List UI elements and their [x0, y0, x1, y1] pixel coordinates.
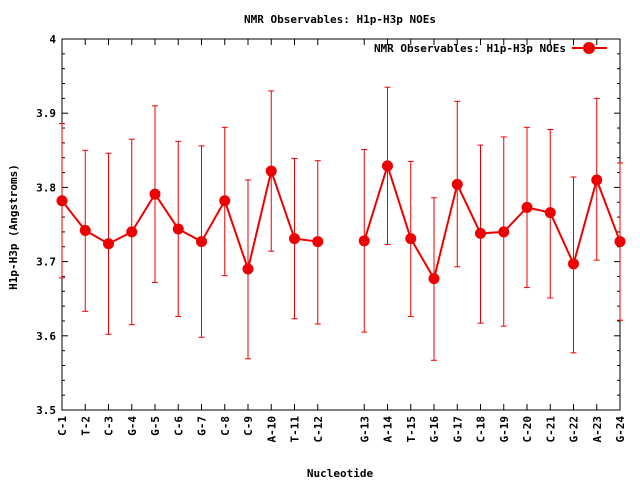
plot-border — [61, 38, 621, 411]
data-point — [149, 188, 161, 200]
x-axis-label: Nucleotide — [307, 467, 374, 480]
data-point — [428, 273, 440, 285]
y-tick-label: 3.5 — [36, 404, 56, 417]
data-point — [126, 226, 138, 238]
data-point — [196, 236, 207, 248]
data-point — [568, 258, 579, 270]
data-point — [382, 160, 393, 172]
data-point — [312, 236, 324, 248]
data-point — [172, 223, 184, 235]
series-line — [363, 162, 621, 282]
y-tick-label: 3.8 — [36, 181, 56, 194]
x-axis-ticks: C-1 T-2 C-3 G-4 G-5 C-6 G-7 C-8 C-9 A-10 T-11 C-12 G… — [56, 39, 627, 443]
x-tick-label: G-17 — [451, 416, 464, 443]
x-tick-label: C-12 — [312, 416, 325, 443]
x-tick-label: G-4 — [126, 416, 139, 436]
data-point — [591, 174, 603, 186]
x-tick-label: A-23 — [591, 416, 604, 443]
x-tick-label: C-6 — [172, 416, 185, 436]
y-axis-label: H1p-H3p (Angstroms) — [7, 164, 20, 290]
data-point — [544, 207, 556, 219]
data-point — [56, 195, 68, 207]
y-tick-label: 3.7 — [36, 256, 56, 269]
data-point — [614, 236, 626, 248]
x-tick-label: G-13 — [358, 416, 371, 443]
x-tick-label: G-16 — [428, 416, 441, 443]
data-point — [451, 178, 463, 190]
x-tick-label: A-10 — [265, 416, 278, 443]
x-tick-label: G-5 — [149, 416, 162, 436]
chart-title: NMR Observables: H1p-H3p NOEs — [244, 13, 436, 26]
series-line — [61, 167, 318, 273]
series-lines — [61, 162, 621, 282]
x-tick-label: A-14 — [382, 416, 395, 443]
data-point — [242, 263, 254, 275]
y-axis-ticks: 3.5 3.6 3.7 3.8 3.9 4 — [36, 33, 620, 417]
x-tick-label: C-3 — [103, 416, 116, 436]
x-tick-label: G-22 — [568, 416, 581, 443]
error-bars — [59, 86, 623, 361]
legend: NMR Observables: H1p-H3p NOEs — [374, 42, 607, 55]
x-tick-label: T-11 — [289, 416, 302, 443]
legend-label: NMR Observables: H1p-H3p NOEs — [374, 42, 566, 55]
data-point — [79, 224, 91, 236]
data-point — [103, 238, 114, 250]
data-point — [219, 195, 231, 207]
y-tick-label: 4 — [49, 33, 56, 46]
y-tick-label: 3.6 — [36, 330, 56, 343]
x-tick-label: T-15 — [405, 416, 418, 443]
x-tick-label: C-20 — [521, 416, 534, 443]
data-point — [358, 235, 370, 247]
x-tick-label: C-21 — [544, 416, 557, 443]
x-tick-label: C-8 — [219, 416, 232, 436]
x-tick-label: G-7 — [196, 416, 209, 436]
data-points — [56, 160, 626, 285]
data-point — [498, 226, 510, 238]
x-tick-label: G-19 — [498, 416, 511, 443]
data-point — [289, 233, 300, 245]
x-tick-label: G-24 — [614, 416, 627, 443]
data-point — [265, 165, 277, 177]
data-point — [405, 233, 417, 245]
data-point — [475, 227, 486, 239]
x-tick-label: T-2 — [79, 416, 92, 436]
x-tick-label: C-1 — [56, 416, 69, 436]
x-tick-label: C-9 — [242, 416, 255, 436]
data-point — [521, 201, 533, 213]
plot-frame — [61, 38, 621, 411]
y-tick-label: 3.9 — [36, 107, 56, 120]
x-tick-label: C-18 — [475, 416, 488, 443]
legend-marker — [583, 42, 595, 54]
